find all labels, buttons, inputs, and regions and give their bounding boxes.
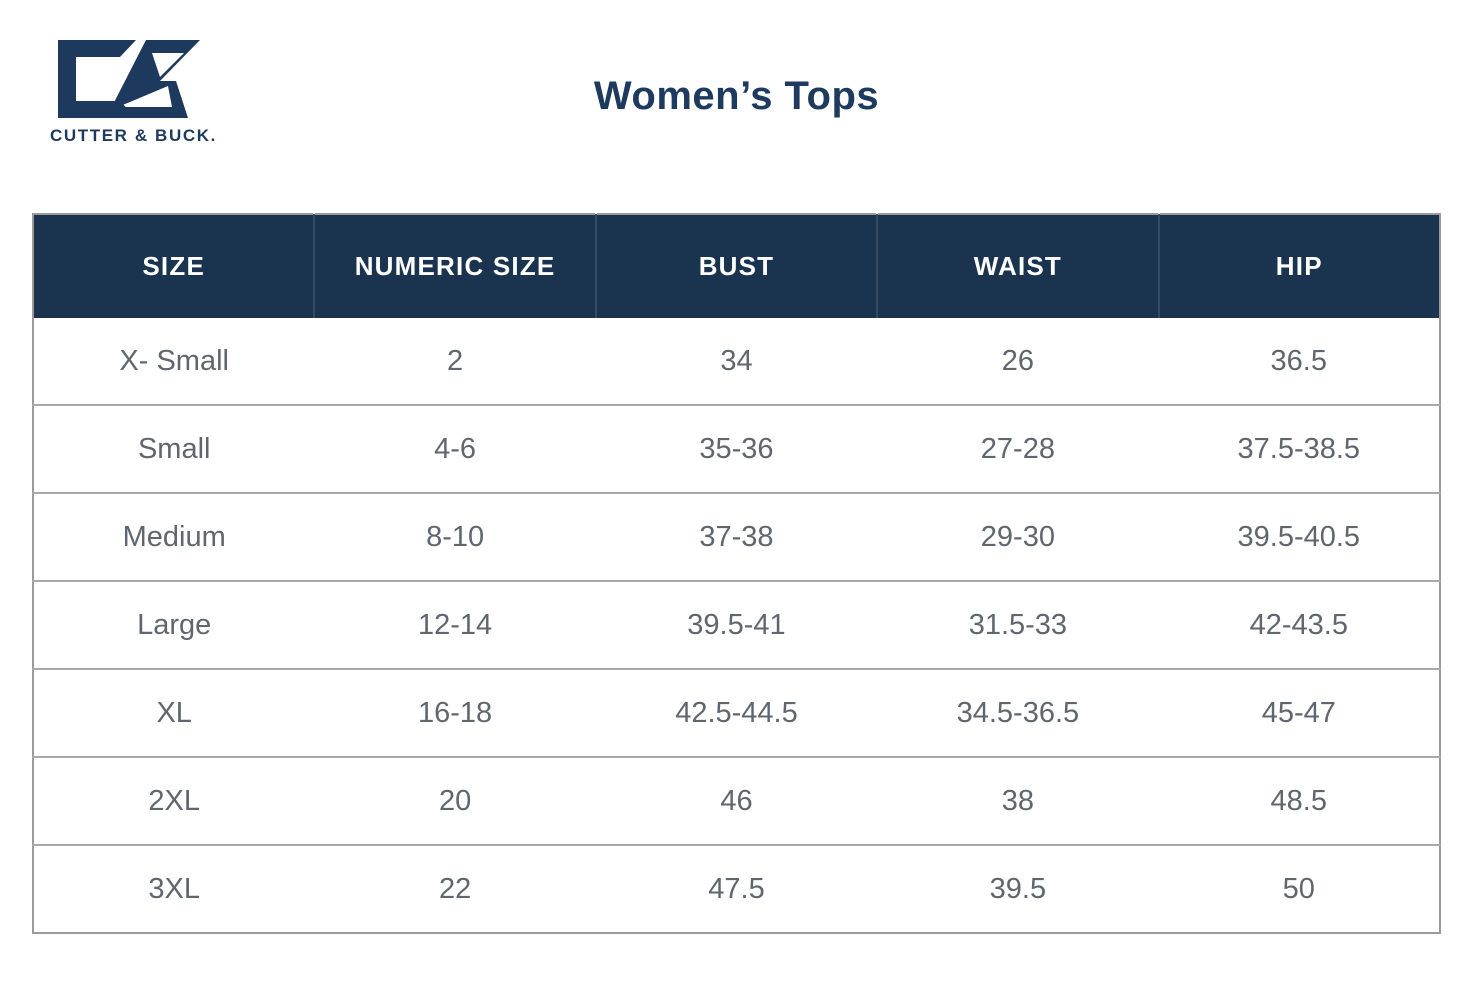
- size-chart-table: SIZE NUMERIC SIZE BUST WAIST HIP X- Smal…: [32, 213, 1441, 934]
- cell-size: Medium: [33, 492, 315, 581]
- cell-waist: 26: [877, 318, 1159, 405]
- column-header-hip: HIP: [1157, 214, 1440, 318]
- cell-numeric-size: 22: [314, 844, 596, 933]
- table-row-large: Large 12-14 39.5-41 31.5-33 42-43.5: [33, 580, 1440, 669]
- cell-waist: 31.5-33: [877, 580, 1159, 669]
- cell-bust: 37-38: [595, 492, 878, 581]
- brand-logo: CUTTER & BUCK.: [50, 38, 217, 146]
- table-row-medium: Medium 8-10 37-38 29-30 39.5-40.5: [33, 492, 1440, 581]
- header-row: SIZE NUMERIC SIZE BUST WAIST HIP: [33, 214, 1440, 318]
- cell-hip: 42-43.5: [1158, 580, 1440, 669]
- cell-numeric-size: 2: [314, 318, 596, 405]
- table-header: SIZE NUMERIC SIZE BUST WAIST HIP: [33, 214, 1440, 318]
- table-row-xsmall: X- Small 2 34 26 36.5: [33, 318, 1440, 405]
- column-header-numeric-size: NUMERIC SIZE: [313, 214, 596, 318]
- page-title: Women’s Tops: [593, 74, 880, 118]
- column-header-waist: WAIST: [876, 214, 1159, 318]
- cell-size: 2XL: [33, 756, 315, 845]
- cell-bust: 34: [595, 318, 878, 405]
- cell-waist: 29-30: [877, 492, 1159, 581]
- column-header-bust: BUST: [594, 214, 878, 318]
- cell-bust: 39.5-41: [595, 580, 878, 669]
- cell-bust: 46: [595, 756, 878, 845]
- cutter-buck-cb-monogram-icon: [58, 40, 200, 118]
- size-chart-table-container: SIZE NUMERIC SIZE BUST WAIST HIP X- Smal…: [32, 213, 1441, 934]
- cell-numeric-size: 12-14: [314, 580, 596, 669]
- table-row-small: Small 4-6 35-36 27-28 37.5-38.5: [33, 404, 1440, 493]
- cell-numeric-size: 4-6: [314, 404, 596, 493]
- column-header-size: SIZE: [33, 214, 315, 318]
- cell-waist: 38: [877, 756, 1159, 845]
- brand-wordmark: CUTTER & BUCK.: [50, 126, 217, 145]
- cell-bust: 42.5-44.5: [595, 668, 878, 757]
- cell-hip: 45-47: [1158, 668, 1440, 757]
- cell-numeric-size: 8-10: [314, 492, 596, 581]
- cell-waist: 27-28: [877, 404, 1159, 493]
- cell-size: XL: [33, 668, 315, 757]
- cell-size: Small: [33, 404, 315, 493]
- cell-bust: 35-36: [595, 404, 878, 493]
- table-row-xl: XL 16-18 42.5-44.5 34.5-36.5 45-47: [33, 668, 1440, 757]
- table-body: X- Small 2 34 26 36.5 Small 4-6 35-36 27…: [33, 318, 1440, 933]
- cell-waist: 39.5: [877, 844, 1159, 933]
- cell-size: X- Small: [33, 318, 315, 405]
- cell-hip: 50: [1158, 844, 1440, 933]
- cell-hip: 48.5: [1158, 756, 1440, 845]
- cell-size: 3XL: [33, 844, 315, 933]
- cell-hip: 36.5: [1158, 318, 1440, 405]
- table-row-2xl: 2XL 20 46 38 48.5: [33, 756, 1440, 845]
- table-row-3xl: 3XL 22 47.5 39.5 50: [33, 844, 1440, 933]
- cell-hip: 37.5-38.5: [1158, 404, 1440, 493]
- cell-waist: 34.5-36.5: [877, 668, 1159, 757]
- cell-numeric-size: 20: [314, 756, 596, 845]
- cell-size: Large: [33, 580, 315, 669]
- cell-bust: 47.5: [595, 844, 878, 933]
- cell-numeric-size: 16-18: [314, 668, 596, 757]
- cell-hip: 39.5-40.5: [1158, 492, 1440, 581]
